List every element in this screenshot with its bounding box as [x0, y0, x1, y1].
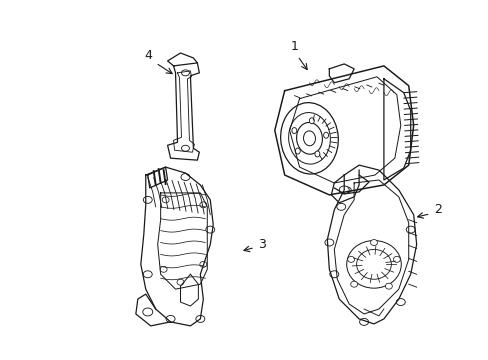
- Ellipse shape: [323, 132, 328, 138]
- Text: 4: 4: [144, 49, 152, 63]
- Ellipse shape: [181, 145, 189, 151]
- Ellipse shape: [160, 266, 167, 272]
- Ellipse shape: [336, 203, 345, 210]
- Ellipse shape: [196, 315, 204, 323]
- Ellipse shape: [143, 196, 152, 203]
- Ellipse shape: [395, 298, 405, 306]
- Ellipse shape: [142, 308, 152, 316]
- Ellipse shape: [200, 261, 206, 267]
- Ellipse shape: [309, 118, 314, 124]
- Ellipse shape: [392, 256, 400, 262]
- Ellipse shape: [143, 271, 152, 278]
- Ellipse shape: [359, 319, 368, 325]
- Ellipse shape: [181, 70, 189, 76]
- Ellipse shape: [343, 187, 350, 193]
- Text: 2: 2: [434, 203, 442, 216]
- Ellipse shape: [200, 202, 206, 208]
- Ellipse shape: [406, 226, 414, 233]
- Text: 3: 3: [257, 238, 265, 251]
- Ellipse shape: [291, 127, 296, 134]
- Ellipse shape: [166, 315, 175, 323]
- Ellipse shape: [339, 186, 348, 194]
- Ellipse shape: [329, 271, 338, 278]
- Ellipse shape: [370, 239, 377, 246]
- Ellipse shape: [162, 197, 169, 203]
- Ellipse shape: [347, 256, 354, 262]
- Ellipse shape: [177, 279, 183, 285]
- Ellipse shape: [205, 226, 214, 233]
- Text: 1: 1: [290, 40, 298, 53]
- Ellipse shape: [324, 239, 333, 246]
- Ellipse shape: [385, 283, 391, 289]
- Ellipse shape: [314, 151, 319, 157]
- Ellipse shape: [295, 148, 300, 154]
- Ellipse shape: [350, 281, 357, 287]
- Ellipse shape: [181, 174, 189, 180]
